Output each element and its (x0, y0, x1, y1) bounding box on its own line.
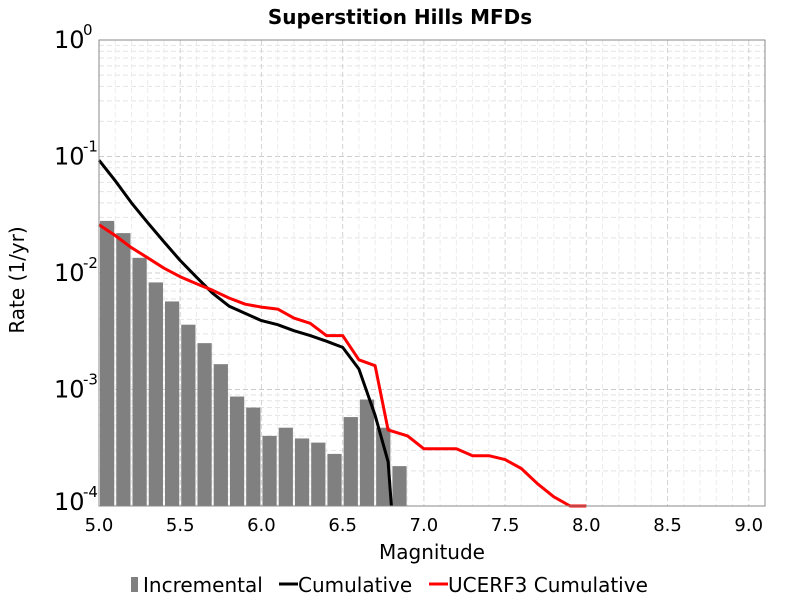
y-tick-exponent: -1 (83, 138, 98, 156)
bar-incremental (262, 435, 277, 506)
x-tick-label: 8.5 (653, 515, 682, 536)
bar-incremental (197, 343, 212, 506)
x-tick-labels: 5.0 5.5 6.0 6.5 7.0 7.5 8.0 8.5 9.0 (85, 515, 763, 536)
bar-incremental (392, 466, 407, 506)
y-tick-label: 10 (54, 259, 85, 287)
bar-incremental (164, 301, 180, 506)
x-tick-label: 9.0 (734, 515, 763, 536)
legend-swatch-incremental (131, 577, 138, 592)
y-axis-label: Rate (1/yr) (5, 226, 29, 333)
x-tick-label: 6.5 (328, 515, 357, 536)
series-lines (97, 159, 587, 508)
y-tick-label: 10 (54, 376, 85, 404)
bar-incremental (246, 407, 261, 506)
y-tick-label: 10 (54, 26, 85, 54)
series-line-ucerf3-cumulative (98, 223, 587, 508)
bar-incremental (100, 220, 115, 507)
bar-incremental (294, 438, 310, 506)
x-tick-label: 8.0 (572, 515, 601, 536)
y-tick-exponent: -2 (83, 254, 98, 272)
bar-incremental (311, 442, 326, 506)
bar-incremental (181, 324, 196, 506)
y-tick-exponent: 0 (83, 21, 93, 39)
chart-title: Superstition Hills MFDs (268, 5, 532, 29)
bar-incremental (376, 427, 391, 506)
bar-incremental (327, 453, 342, 506)
bar-incremental (229, 396, 245, 506)
y-tick-label: 10 (54, 488, 85, 516)
y-tick-label: 10 (54, 143, 85, 171)
legend: Incremental Cumulative UCERF3 Cumulative (131, 573, 648, 597)
x-tick-label: 5.0 (85, 515, 114, 536)
legend-label-cumulative: Cumulative (298, 573, 412, 597)
x-tick-label: 7.5 (491, 515, 520, 536)
plot-area-border (98, 39, 766, 507)
series-line-cumulative (97, 159, 393, 507)
bar-incremental (132, 257, 147, 506)
bar-incremental (343, 417, 358, 506)
x-tick-label: 5.5 (166, 515, 195, 536)
x-tick-label: 7.0 (410, 515, 439, 536)
legend-label-ucerf3-cumulative: UCERF3 Cumulative (448, 573, 648, 597)
y-tick-exponent: -3 (83, 371, 98, 389)
legend-label-incremental: Incremental (143, 573, 263, 597)
grid (98, 40, 766, 507)
bar-incremental (148, 282, 163, 506)
x-tick-label: 6.0 (247, 515, 276, 536)
x-axis-label: Magnitude (379, 540, 485, 564)
bar-incremental (116, 233, 131, 506)
bars (100, 220, 407, 507)
bar-incremental (213, 364, 228, 506)
y-tick-exponent: -4 (83, 483, 98, 501)
bar-incremental (359, 399, 375, 506)
bar-incremental (278, 427, 293, 506)
